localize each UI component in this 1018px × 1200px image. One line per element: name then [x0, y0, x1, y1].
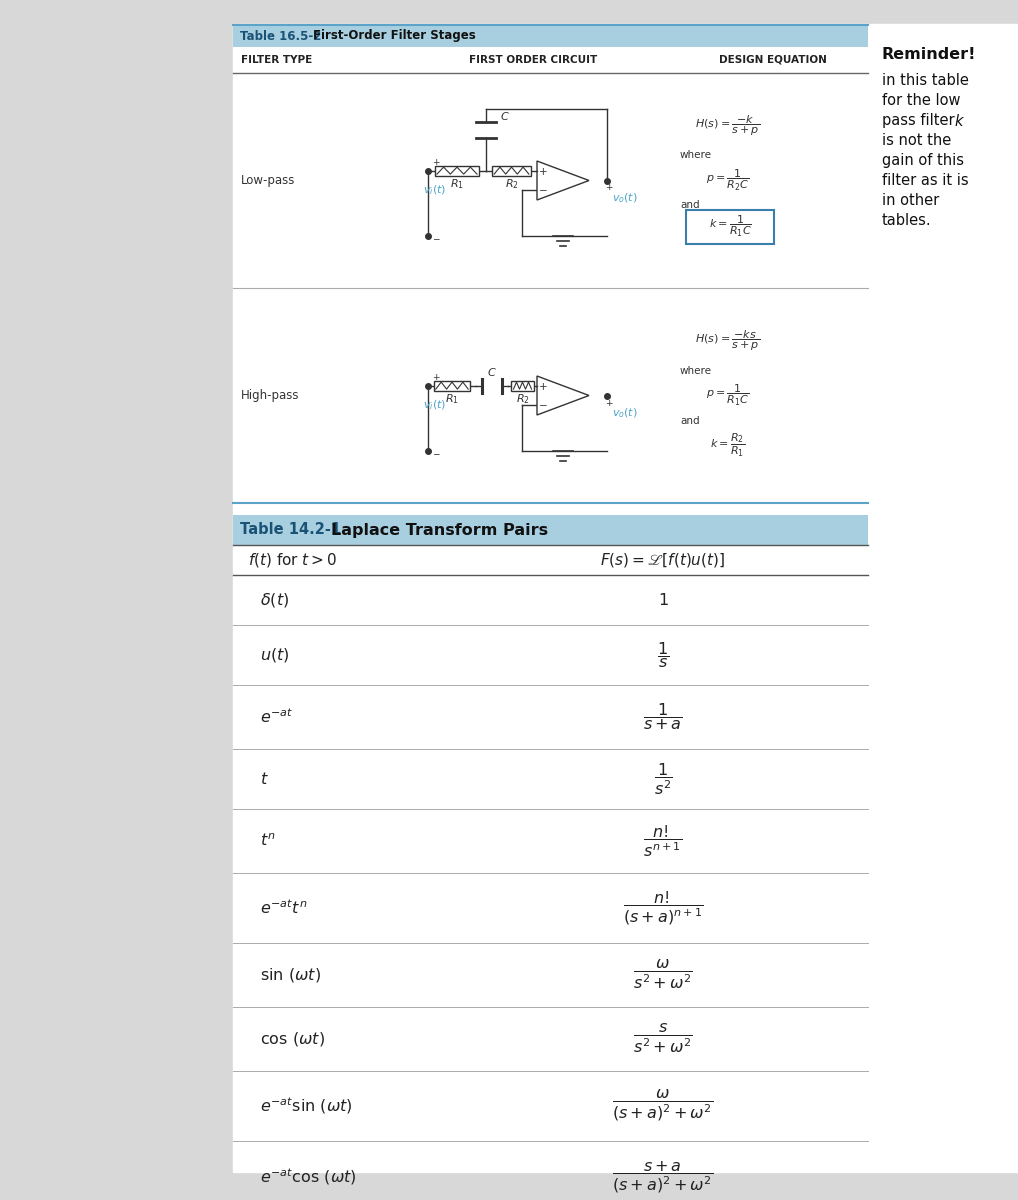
Text: FIRST ORDER CIRCUIT: FIRST ORDER CIRCUIT: [469, 55, 598, 65]
Bar: [434, 380, 470, 391]
Text: Low-pass: Low-pass: [241, 174, 295, 187]
Text: Table 14.2-1: Table 14.2-1: [240, 522, 341, 538]
Text: $1$: $1$: [658, 592, 669, 608]
Text: $\dfrac{1}{s+a}$: $\dfrac{1}{s+a}$: [643, 702, 683, 732]
Text: $\cos\,(\omega t)$: $\cos\,(\omega t)$: [260, 1030, 325, 1048]
Text: Laplace Transform Pairs: Laplace Transform Pairs: [331, 522, 548, 538]
Text: +: +: [605, 184, 613, 192]
Text: $H(s) = \dfrac{-ks}{s+p}$: $H(s) = \dfrac{-ks}{s+p}$: [695, 329, 760, 353]
Text: $R_1$: $R_1$: [450, 176, 464, 191]
Text: $-$: $-$: [539, 398, 548, 409]
Text: $\dfrac{1}{s}$: $\dfrac{1}{s}$: [657, 640, 669, 670]
Bar: [233, 25, 868, 47]
Text: $v_o(t)$: $v_o(t)$: [612, 407, 638, 420]
Text: $C$: $C$: [488, 366, 497, 378]
Text: for the low: for the low: [882, 92, 961, 108]
Bar: [511, 380, 533, 391]
Text: $\sin\,(\omega t)$: $\sin\,(\omega t)$: [260, 966, 321, 984]
Text: FILTER TYPE: FILTER TYPE: [241, 55, 313, 65]
Text: $R_2$: $R_2$: [505, 176, 518, 191]
Text: and: and: [680, 200, 699, 210]
Text: $\dfrac{\omega}{(s+a)^2+\omega^2}$: $\dfrac{\omega}{(s+a)^2+\omega^2}$: [612, 1088, 714, 1123]
Text: $k = \dfrac{1}{R_1 C}$: $k = \dfrac{1}{R_1 C}$: [709, 214, 751, 239]
Text: −: −: [432, 450, 440, 458]
Text: $p = \dfrac{1}{R_2 C}$: $p = \dfrac{1}{R_2 C}$: [706, 168, 749, 193]
Text: $\delta(t)$: $\delta(t)$: [260, 590, 289, 608]
Text: $v_o(t)$: $v_o(t)$: [612, 192, 638, 205]
Text: $e^{-at}$: $e^{-at}$: [260, 708, 293, 726]
Text: gain of this: gain of this: [882, 152, 964, 168]
Text: $e^{-at}t^n$: $e^{-at}t^n$: [260, 899, 307, 917]
Polygon shape: [538, 161, 589, 200]
Text: $u(t)$: $u(t)$: [260, 646, 289, 664]
Text: $\dfrac{1}{s^2}$: $\dfrac{1}{s^2}$: [654, 761, 672, 797]
Bar: [233, 515, 868, 545]
Text: tables.: tables.: [882, 214, 931, 228]
Text: +: +: [605, 398, 613, 408]
Text: DESIGN EQUATION: DESIGN EQUATION: [719, 55, 827, 65]
Bar: [492, 166, 530, 175]
Text: Reminder!: Reminder!: [882, 47, 976, 62]
Text: −: −: [432, 234, 440, 244]
Text: $F(s) = \mathscr{L}[f(t)u(t)]$: $F(s) = \mathscr{L}[f(t)u(t)]$: [601, 551, 726, 569]
Text: $\dfrac{n!}{s^{n+1}}$: $\dfrac{n!}{s^{n+1}}$: [643, 823, 683, 859]
Bar: [686, 210, 774, 244]
Text: Table 16.5-2: Table 16.5-2: [240, 30, 322, 42]
Text: $R_1$: $R_1$: [445, 391, 459, 406]
Text: $\dfrac{s}{s^2+\omega^2}$: $\dfrac{s}{s^2+\omega^2}$: [633, 1022, 693, 1055]
Text: $v_i(t)$: $v_i(t)$: [423, 184, 446, 197]
Text: $H(s) = \dfrac{-k}{s+p}$: $H(s) = \dfrac{-k}{s+p}$: [695, 113, 760, 138]
Text: $p = \dfrac{1}{R_1 C}$: $p = \dfrac{1}{R_1 C}$: [706, 383, 749, 408]
Text: First-Order Filter Stages: First-Order Filter Stages: [313, 30, 475, 42]
Text: $t^n$: $t^n$: [260, 833, 276, 850]
Bar: [435, 166, 479, 175]
Text: $R_2$: $R_2$: [515, 391, 529, 406]
Text: $\dfrac{n!}{(s+a)^{n+1}}$: $\dfrac{n!}{(s+a)^{n+1}}$: [623, 889, 703, 926]
Text: +: +: [539, 167, 548, 178]
Text: +: +: [432, 373, 440, 382]
Text: filter as it is: filter as it is: [882, 173, 968, 188]
Text: $C$: $C$: [500, 109, 510, 121]
Text: $k$: $k$: [954, 113, 965, 128]
Text: in this table: in this table: [882, 73, 969, 88]
Text: $k = \dfrac{R_2}{R_1}$: $k = \dfrac{R_2}{R_1}$: [711, 432, 745, 460]
Text: where: where: [680, 150, 712, 161]
Text: $t$: $t$: [260, 770, 269, 787]
Text: and: and: [680, 415, 699, 426]
Text: where: where: [680, 366, 712, 376]
Bar: [233, 24, 1018, 1172]
Text: $\dfrac{s+a}{(s+a)^2+\omega^2}$: $\dfrac{s+a}{(s+a)^2+\omega^2}$: [612, 1159, 714, 1195]
Text: +: +: [432, 157, 440, 167]
Text: $\dfrac{\omega}{s^2+\omega^2}$: $\dfrac{\omega}{s^2+\omega^2}$: [633, 959, 693, 991]
Text: is not the: is not the: [882, 133, 951, 148]
Text: +: +: [539, 382, 548, 392]
Text: $e^{-at}\cos\,(\omega t)$: $e^{-at}\cos\,(\omega t)$: [260, 1166, 356, 1187]
Text: High-pass: High-pass: [241, 389, 299, 402]
Polygon shape: [538, 376, 589, 415]
Text: $-$: $-$: [539, 184, 548, 194]
Text: pass filter: pass filter: [882, 113, 959, 128]
Text: $f(t)$ for $t > 0$: $f(t)$ for $t > 0$: [248, 551, 337, 569]
Text: $v_i(t)$: $v_i(t)$: [423, 398, 446, 413]
Text: $e^{-at}\sin\,(\omega t)$: $e^{-at}\sin\,(\omega t)$: [260, 1096, 352, 1116]
Text: in other: in other: [882, 193, 940, 208]
